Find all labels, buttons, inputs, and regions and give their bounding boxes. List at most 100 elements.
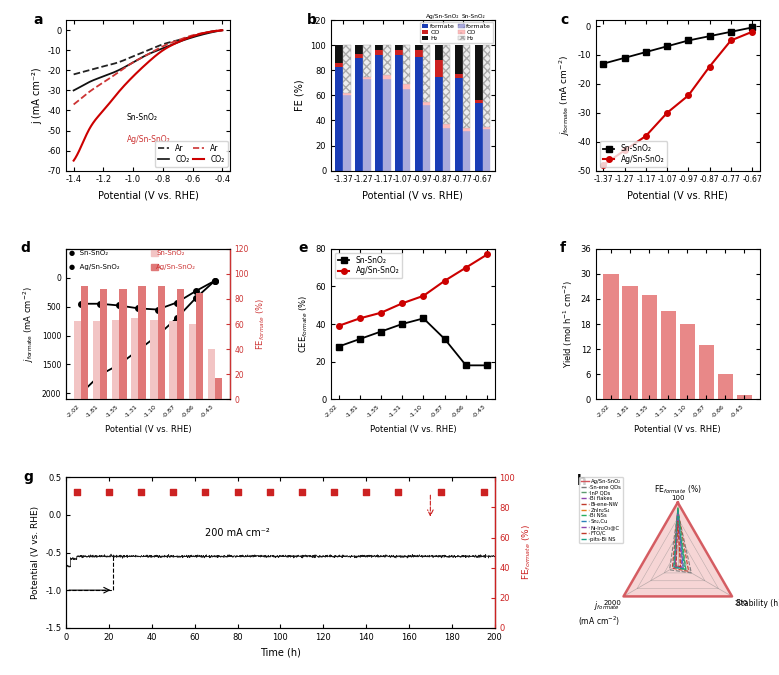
Sn-SnO₂: [620, 54, 629, 62]
Bar: [483, 45, 490, 127]
Bar: [169, 321, 177, 399]
Sn-SnO₂: [172, 298, 182, 306]
Bar: [415, 57, 423, 171]
Text: Ag/Sn-SnO₂: Ag/Sn-SnO₂: [156, 264, 196, 270]
Ag/Sn-SnO₂: [641, 132, 650, 140]
Bar: [679, 324, 695, 399]
Point: [167, 487, 179, 498]
Bar: [363, 79, 371, 171]
Text: ●  Sn-SnO₂: ● Sn-SnO₂: [69, 250, 108, 256]
Ag/Sn-SnO₂: [620, 146, 629, 155]
Bar: [423, 105, 431, 171]
Bar: [415, 51, 423, 57]
Bar: [383, 79, 390, 171]
Bar: [395, 45, 403, 51]
Bar: [475, 45, 483, 101]
Sn-SnO₂: [95, 300, 104, 308]
Legend: Ag/Sn-SnO₂, Sn-ene QDs, InP QDs, Bi flakes, Bi-ene-NW, ZnIn₂S₄, Bi NSs, Sn₂,Cu, : Ag/Sn-SnO₂, Sn-ene QDs, InP QDs, Bi flak…: [580, 477, 623, 543]
Bar: [157, 286, 165, 399]
Text: Sn-SnO₂: Sn-SnO₂: [127, 113, 157, 122]
Bar: [208, 349, 215, 399]
Bar: [355, 45, 363, 54]
Bar: [423, 102, 431, 105]
Y-axis label: $j_\mathrm{formate}$ (mA cm$^{-2}$): $j_\mathrm{formate}$ (mA cm$^{-2}$): [558, 55, 572, 136]
Y-axis label: $j_\mathrm{formate}$ (mA cm$^{-2}$): $j_\mathrm{formate}$ (mA cm$^{-2}$): [22, 286, 37, 362]
Point: [199, 487, 212, 498]
Bar: [375, 55, 383, 171]
Text: f: f: [560, 241, 566, 255]
Bar: [442, 124, 450, 128]
Bar: [336, 45, 343, 63]
Bar: [343, 93, 351, 95]
Text: b: b: [307, 13, 316, 27]
Y-axis label: Yield (mol h$^{-1}$ cm$^{-2}$): Yield (mol h$^{-1}$ cm$^{-2}$): [562, 280, 575, 368]
Bar: [343, 45, 351, 93]
X-axis label: Time (h): Time (h): [260, 647, 301, 657]
Text: Ag/Sn-SnO₂: Ag/Sn-SnO₂: [426, 14, 460, 19]
Bar: [189, 324, 196, 399]
Bar: [196, 293, 203, 399]
Bar: [150, 320, 157, 399]
Sn-SnO₂: [440, 335, 449, 343]
Bar: [375, 45, 383, 51]
Bar: [622, 286, 638, 399]
Sn-SnO₂: [355, 335, 365, 343]
Ag/Sn-SnO₂: [440, 277, 449, 285]
Text: Sn-SnO₂: Sn-SnO₂: [462, 14, 485, 19]
Text: Sn-SnO₂: Sn-SnO₂: [156, 250, 185, 256]
Text: FE$_{formate}$ (%): FE$_{formate}$ (%): [654, 484, 702, 496]
Sn-SnO₂: [153, 306, 162, 314]
Bar: [463, 130, 471, 171]
Bar: [336, 63, 343, 67]
Bar: [403, 84, 411, 89]
Y-axis label: j (mA cm⁻²): j (mA cm⁻²): [32, 67, 42, 124]
Bar: [100, 289, 108, 399]
Ag/Sn-SnO₂: [705, 63, 714, 71]
Legend: Ar, CO₂, Ar, CO₂: Ar, CO₂, Ar, CO₂: [155, 141, 227, 167]
Bar: [139, 286, 146, 399]
Bar: [435, 77, 442, 171]
Point: [392, 487, 404, 498]
Legend: formate, CO, H₂, formate, CO, H₂: formate, CO, H₂, formate, CO, H₂: [420, 22, 493, 43]
Y-axis label: Potential (V vs. RHE): Potential (V vs. RHE): [30, 506, 40, 599]
Text: $j_{formate}$
(mA cm$^{-2}$): $j_{formate}$ (mA cm$^{-2}$): [577, 599, 620, 628]
Ag/Sn-SnO₂: [684, 91, 693, 99]
Bar: [455, 74, 463, 78]
Bar: [151, 250, 158, 256]
Sn-SnO₂: [376, 327, 386, 335]
Text: 200 mA cm⁻²: 200 mA cm⁻²: [206, 528, 270, 538]
Point: [435, 487, 447, 498]
Bar: [463, 45, 471, 128]
Sn-SnO₂: [191, 287, 200, 295]
Sn-SnO₂: [419, 315, 428, 323]
Ag/Sn-SnO₂: [419, 292, 428, 300]
Point: [103, 487, 115, 498]
Bar: [112, 320, 119, 399]
Point: [360, 487, 372, 498]
Sn-SnO₂: [334, 342, 344, 350]
Bar: [737, 395, 752, 399]
Line: Sn-SnO₂: Sn-SnO₂: [601, 25, 755, 66]
Bar: [363, 45, 371, 77]
Bar: [119, 289, 126, 399]
Sn-SnO₂: [461, 361, 471, 369]
Bar: [355, 58, 363, 171]
Ag/Sn-SnO₂: [599, 161, 608, 169]
Ag/Sn-SnO₂: [334, 322, 344, 330]
Sn-SnO₂: [599, 59, 608, 68]
Y-axis label: FE$_{formate}$ (%): FE$_{formate}$ (%): [255, 298, 267, 350]
Text: Ag/Sn-SnO₂: Ag/Sn-SnO₂: [127, 135, 171, 144]
Bar: [375, 51, 383, 55]
Sn-SnO₂: [705, 32, 714, 40]
Sn-SnO₂: [641, 48, 650, 56]
Bar: [435, 45, 442, 60]
Point: [295, 487, 308, 498]
Ag/Sn-SnO₂: [397, 299, 407, 307]
Bar: [423, 45, 431, 102]
Line: Sn-SnO₂: Sn-SnO₂: [78, 278, 218, 313]
Bar: [642, 295, 657, 399]
Bar: [336, 67, 343, 171]
Bar: [717, 374, 733, 399]
Text: c: c: [560, 13, 569, 27]
Bar: [355, 54, 363, 58]
